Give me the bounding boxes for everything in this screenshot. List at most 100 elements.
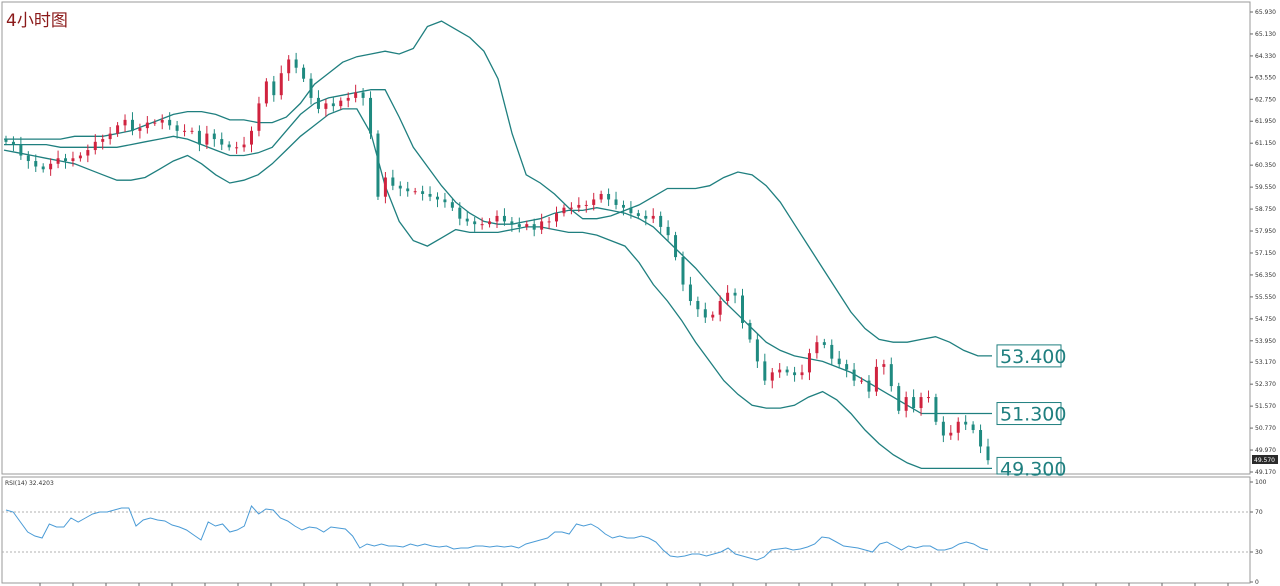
- level-box: [996, 344, 1062, 368]
- candle-body: [555, 213, 559, 222]
- candle-body: [912, 397, 916, 409]
- candle-body: [502, 215, 506, 222]
- candle-body: [510, 221, 514, 225]
- candle-body: [681, 257, 685, 285]
- price-tick-label: 49.170: [1255, 469, 1276, 476]
- candle-body: [584, 204, 588, 206]
- candle-body: [19, 144, 23, 156]
- candle-body: [659, 215, 663, 227]
- candle-body: [964, 421, 968, 425]
- price-axis: 65.930 65.130 64.330 63.550 62.750 61.950 61.1…: [1250, 9, 1276, 476]
- candle-body: [860, 380, 864, 382]
- candle-body: [257, 103, 261, 131]
- price-tick-label: 55.550: [1255, 294, 1276, 301]
- candlesticks: [4, 52, 990, 465]
- candle-body: [956, 421, 960, 433]
- price-tick-label: 50.770: [1255, 425, 1276, 432]
- candle-body: [458, 207, 462, 219]
- candle-body: [807, 353, 811, 373]
- candle-body: [197, 130, 201, 145]
- candle-body: [354, 92, 358, 98]
- candle-body: [547, 221, 551, 223]
- candle-body: [696, 301, 700, 310]
- candle-body: [644, 215, 648, 219]
- candle-body: [428, 193, 432, 197]
- candle-body: [435, 196, 439, 200]
- candle-body: [852, 369, 856, 381]
- candle-body: [93, 141, 97, 151]
- candle-body: [205, 133, 209, 145]
- candle-body: [175, 125, 179, 131]
- price-tick-label: 53.170: [1255, 359, 1276, 366]
- price-tick-label: 51.570: [1255, 403, 1276, 410]
- candle-body: [331, 103, 335, 107]
- candle-body: [621, 204, 625, 208]
- candle-body: [302, 67, 306, 79]
- candle-body: [703, 309, 707, 318]
- candle-body: [473, 221, 477, 225]
- candle-body: [674, 235, 678, 258]
- candle-body: [376, 133, 380, 197]
- price-tick-label: 54.750: [1255, 316, 1276, 323]
- candle-body: [369, 97, 373, 134]
- candle-body: [688, 284, 692, 302]
- candle-body: [726, 292, 730, 302]
- bollinger-bands: [3, 20, 992, 470]
- price-tick-label: 60.350: [1255, 162, 1276, 169]
- candle-body: [867, 380, 871, 392]
- price-tick-label: 61.150: [1255, 140, 1276, 147]
- candle-body: [391, 177, 395, 186]
- price-tick-label: 59.550: [1255, 184, 1276, 191]
- candle-body: [123, 119, 127, 126]
- candle-body: [116, 125, 120, 134]
- candle-body: [279, 73, 283, 96]
- candle-body: [599, 193, 603, 200]
- candle-body: [235, 147, 239, 149]
- candle-body: [837, 358, 841, 365]
- candle-body: [294, 59, 298, 68]
- candle-body: [212, 133, 216, 140]
- candle-body: [130, 119, 134, 131]
- price-pane: 53.400 51.300 49.300 4小时图: [1, 1, 1251, 480]
- current-price-label: 49.570: [1254, 457, 1275, 464]
- rsi-pane: RSI(14) 32.4203 100 70 30 0: [1, 476, 1267, 586]
- price-tick-label: 53.950: [1255, 338, 1276, 345]
- candle-body: [488, 221, 492, 225]
- price-pane-border: [1, 1, 1251, 475]
- candle-body: [941, 421, 945, 436]
- candle-body: [882, 364, 886, 367]
- candle-body: [763, 361, 767, 381]
- candle-body: [264, 81, 268, 104]
- candle-body: [11, 141, 15, 145]
- candle-body: [220, 139, 224, 145]
- candle-body: [874, 366, 878, 392]
- level-label: 49.300: [1000, 458, 1066, 480]
- level-box: [996, 456, 1062, 475]
- candle-body: [830, 344, 834, 359]
- price-tick-label: 64.330: [1255, 53, 1276, 60]
- candle-body: [250, 130, 253, 145]
- candle-body: [272, 81, 276, 96]
- candle-body: [636, 213, 640, 216]
- candle-body: [517, 224, 521, 227]
- candle-body: [748, 322, 752, 340]
- candle-body: [56, 158, 60, 164]
- candle-body: [324, 103, 328, 109]
- candle-body: [979, 430, 983, 447]
- candle-body: [71, 158, 75, 162]
- candle-body: [153, 122, 157, 124]
- candle-body: [465, 218, 469, 222]
- price-tick-label: 63.550: [1255, 74, 1276, 81]
- candle-body: [607, 193, 611, 200]
- candle-body: [614, 199, 618, 205]
- candle-body: [532, 224, 536, 230]
- rsi-tick-label: 30: [1255, 549, 1263, 556]
- candle-body: [986, 446, 990, 461]
- candle-body: [569, 207, 573, 209]
- candle-body: [443, 199, 447, 203]
- candle-body: [949, 432, 953, 436]
- price-tick-label: 52.370: [1255, 381, 1276, 388]
- candle-body: [592, 199, 596, 205]
